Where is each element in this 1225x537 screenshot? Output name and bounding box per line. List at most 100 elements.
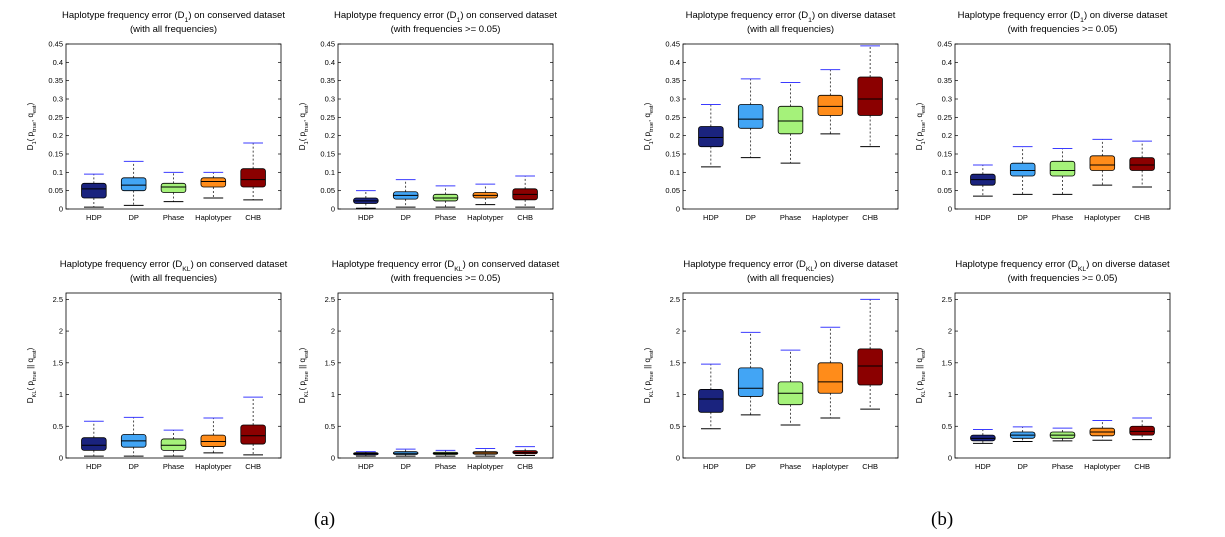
box-iqr [200, 434, 227, 447]
y-tick-label: 0.15 [665, 150, 680, 159]
box-chb [1129, 417, 1155, 441]
y-tick-label: 1.5 [325, 358, 335, 367]
y-tick-label: 0.3 [325, 95, 335, 104]
x-tick-label: HDP [703, 462, 719, 471]
y-tick-label: 0.25 [665, 113, 680, 122]
y-tick-label: 0 [59, 454, 63, 463]
chart-subtitle: (with all frequencies) [130, 24, 217, 35]
y-tick-label: 1.5 [670, 358, 680, 367]
box-chb [1129, 140, 1155, 188]
box-chb [857, 45, 883, 148]
chart-panel-3: Haplotype frequency error (D1) on divers… [643, 10, 899, 222]
y-tick-label: 0.5 [942, 422, 952, 431]
x-tick-label: Haplotyper [1084, 462, 1121, 471]
y-tick-label: 0.15 [320, 150, 335, 159]
chart-title: Haplotype frequency error (DKL) on diver… [955, 259, 1170, 273]
chart-subtitle: (with all frequencies) [747, 24, 834, 35]
y-tick-label: 2.5 [942, 295, 952, 304]
box-dp [120, 416, 147, 457]
box-phase [160, 429, 187, 457]
x-tick-label: CHB [517, 213, 533, 222]
y-tick-label: 0.15 [937, 150, 952, 159]
plot-area [337, 43, 554, 210]
box-iqr [1009, 162, 1036, 177]
x-tick-label: CHB [1134, 462, 1150, 471]
y-tick-label: 0.5 [670, 422, 680, 431]
box-hdp [970, 428, 996, 444]
chart-panel-6: Haplotype frequency error (DKL) on conse… [298, 259, 560, 471]
y-tick-label: 2 [59, 327, 63, 336]
y-tick-label: 0.05 [665, 186, 680, 195]
chart-title: Haplotype frequency error (DKL) on conse… [60, 259, 288, 273]
box-iqr [160, 438, 187, 451]
chart-subtitle: (with all frequencies) [130, 273, 217, 284]
y-tick-label: 0.25 [320, 113, 335, 122]
x-tick-label: HDP [86, 213, 102, 222]
box-hdp [81, 420, 107, 457]
x-tick-label: CHB [517, 462, 533, 471]
box-iqr [160, 182, 187, 193]
box-iqr [120, 177, 147, 192]
x-tick-label: CHB [862, 462, 878, 471]
x-tick-label: CHB [862, 213, 878, 222]
y-tick-label: 0 [676, 454, 680, 463]
chart-title: Haplotype frequency error (D1) on divers… [686, 10, 896, 24]
x-tick-label: DP [128, 213, 138, 222]
box-haplotyper [817, 326, 844, 419]
x-tick-label: Phase [435, 462, 456, 471]
y-tick-label: 0 [331, 205, 335, 214]
y-axis-label: DKL( ptrue || qest) [915, 347, 927, 403]
box-phase [777, 82, 804, 164]
y-axis-label: DKL( ptrue || qest) [643, 347, 655, 403]
box-iqr [200, 177, 227, 188]
box-dp [1009, 146, 1036, 195]
y-tick-label: 0.1 [670, 168, 680, 177]
x-tick-label: Phase [780, 213, 801, 222]
box-iqr [737, 104, 764, 129]
chart-panel-7: Haplotype frequency error (DKL) on diver… [643, 259, 899, 471]
x-tick-label: CHB [1134, 213, 1150, 222]
x-tick-label: Phase [1052, 462, 1073, 471]
box-phase [432, 185, 459, 208]
y-axis-label: D1( ptrue, qest) [26, 102, 38, 150]
box-haplotyper [472, 447, 499, 457]
y-tick-label: 0.1 [53, 168, 63, 177]
y-tick-label: 0.05 [48, 186, 63, 195]
chart-title: Haplotype frequency error (D1) on divers… [958, 10, 1168, 24]
y-tick-label: 0.4 [53, 58, 63, 67]
x-tick-label: Haplotyper [467, 462, 504, 471]
chart-subtitle: (with all frequencies) [747, 273, 834, 284]
y-tick-label: 0.35 [320, 76, 335, 85]
x-tick-label: Phase [163, 213, 184, 222]
box-iqr [737, 367, 764, 397]
box-iqr [1129, 157, 1155, 171]
y-tick-label: 2 [948, 327, 952, 336]
y-tick-label: 0 [331, 454, 335, 463]
box-iqr [1129, 425, 1155, 436]
y-tick-label: 2 [676, 327, 680, 336]
box-iqr [1049, 160, 1076, 177]
box-dp [737, 78, 764, 159]
box-iqr [81, 182, 107, 199]
x-tick-label: HDP [975, 462, 991, 471]
y-tick-label: 1.5 [53, 358, 63, 367]
y-tick-label: 0.5 [53, 422, 63, 431]
chart-subtitle: (with frequencies >= 0.05) [391, 24, 501, 35]
y-tick-label: 0.4 [325, 58, 335, 67]
box-hdp [698, 104, 724, 168]
chart-title: Haplotype frequency error (D1) on conser… [334, 10, 557, 24]
x-tick-label: DP [1017, 213, 1027, 222]
y-tick-label: 0.05 [937, 186, 952, 195]
x-tick-label: DP [745, 213, 755, 222]
y-tick-label: 0.3 [670, 95, 680, 104]
x-tick-label: HDP [703, 213, 719, 222]
box-phase [777, 349, 804, 426]
chart-panel-2: Haplotype frequency error (D1) on conser… [298, 10, 557, 222]
x-tick-label: HDP [86, 462, 102, 471]
chart-panel-5: Haplotype frequency error (DKL) on conse… [26, 259, 288, 471]
box-iqr [698, 389, 724, 413]
chart-panel-8: Haplotype frequency error (DKL) on diver… [915, 259, 1171, 471]
chart-title: Haplotype frequency error (D1) on conser… [62, 10, 285, 24]
y-tick-label: 1 [331, 390, 335, 399]
plot-area [337, 292, 554, 459]
